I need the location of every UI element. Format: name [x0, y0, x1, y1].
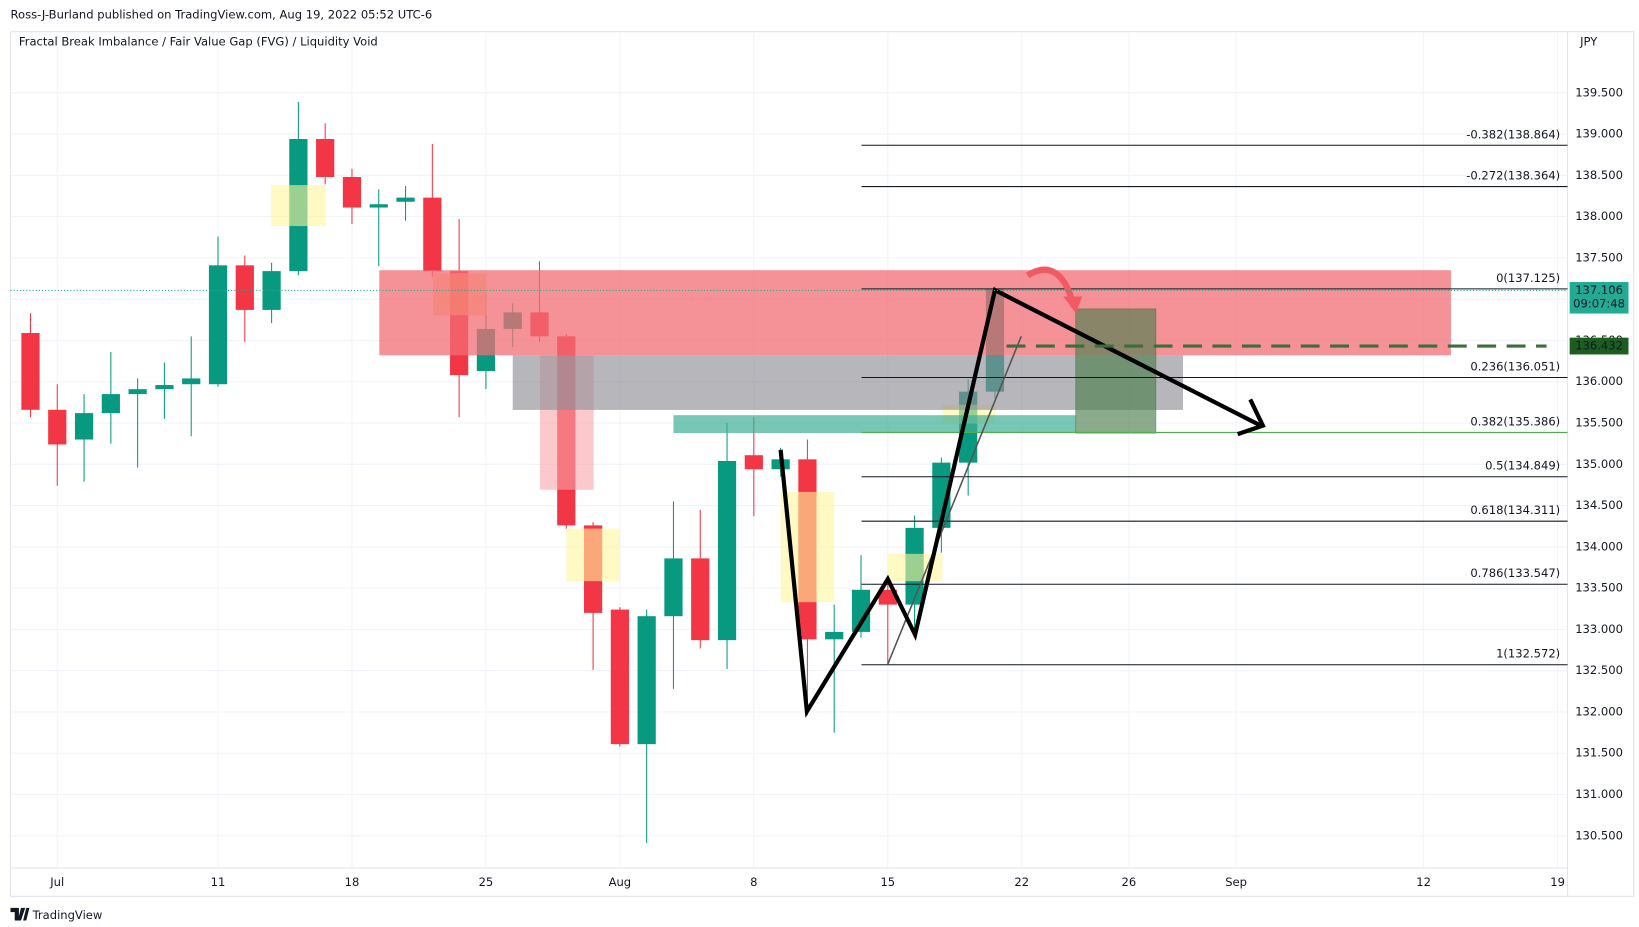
candle-body: [664, 558, 683, 617]
candle-body: [262, 271, 281, 310]
candle-body: [825, 631, 844, 640]
last-price-tag: [1569, 282, 1629, 314]
x-tick-label: 26: [1122, 875, 1137, 889]
fib-label: 0.5(134.849): [1485, 459, 1560, 473]
trend-line: [887, 336, 1022, 665]
candle-body: [610, 609, 629, 745]
candle-body: [208, 265, 228, 385]
candle-body: [316, 139, 335, 177]
x-tick-label: 8: [750, 875, 757, 889]
fib-label: -0.382(138.864): [1466, 127, 1560, 141]
logo-text: TradingView: [32, 908, 103, 922]
y-tick-label: 134.500: [1575, 498, 1623, 512]
candle-body: [182, 378, 201, 385]
candle-body: [74, 413, 94, 440]
drawings: [778, 266, 1266, 718]
y-tick-label: 139.000: [1575, 127, 1623, 141]
candle-body: [744, 455, 763, 470]
publish-info: Ross-J-Burland published on TradingView.…: [11, 7, 433, 21]
candle-body: [128, 389, 147, 395]
candle-body: [101, 394, 120, 414]
imbalance-zone: [512, 355, 1184, 410]
candle-body: [369, 204, 388, 208]
y-tick-label: 133.000: [1575, 622, 1623, 636]
candle-body: [717, 460, 737, 641]
x-tick-label: 25: [479, 875, 494, 889]
candle-body: [691, 558, 710, 641]
candle-body: [235, 265, 254, 310]
y-tick-label: 138.000: [1575, 209, 1623, 223]
fvg-zone: [673, 415, 1076, 434]
y-tick-label: 132.500: [1575, 663, 1623, 677]
target-price-label: 136.432: [1575, 339, 1623, 353]
candle-body: [878, 589, 897, 605]
y-tick-label: 135.500: [1575, 416, 1623, 430]
target-price-tag: [1569, 337, 1629, 355]
candle-body: [396, 197, 415, 202]
y-tick-label: 133.500: [1575, 581, 1623, 595]
x-tick-label: 15: [880, 875, 895, 889]
arrow-head: [1236, 398, 1266, 437]
candle-body: [342, 176, 362, 208]
zones: [271, 185, 1451, 603]
x-tick-label: Jul: [49, 875, 64, 889]
x-tick-label: Sep: [1225, 875, 1247, 889]
fib-label: 0.236(136.051): [1470, 360, 1560, 374]
zigzag-path: [778, 287, 1262, 718]
fib-label: 0.786(133.547): [1470, 566, 1560, 580]
fib-label: 0(137.125): [1496, 271, 1560, 285]
fvg-zone: [271, 185, 326, 227]
candle-body: [48, 409, 67, 445]
candle-body: [155, 385, 174, 390]
fib-label: 0.382(135.386): [1470, 414, 1560, 428]
fib-retracement: -0.382(138.864) -0.272(138.364) 0(137.125)…: [861, 127, 1568, 666]
candle-body: [21, 333, 40, 410]
y-tick-label: 136.000: [1575, 374, 1623, 388]
fib-label: 1(132.572): [1496, 647, 1560, 661]
x-tick-label: 19: [1550, 875, 1565, 889]
fib-label: -0.272(138.364): [1466, 169, 1560, 183]
x-tick-label: 11: [211, 875, 226, 889]
x-tick-label: 12: [1416, 875, 1431, 889]
fvg-zone: [566, 528, 620, 582]
x-tick-label: Aug: [609, 875, 632, 889]
y-tick-label: 131.000: [1575, 787, 1623, 801]
y-tick-label: 134.000: [1575, 539, 1623, 553]
y-tick-label: 131.500: [1575, 746, 1623, 760]
y-tick-label: 130.500: [1575, 828, 1623, 842]
y-tick-label: 132.000: [1575, 704, 1623, 718]
candle-body: [637, 616, 656, 745]
projection-box: [1075, 308, 1157, 434]
candle-body: [932, 462, 951, 528]
y-tick-label: 135.000: [1575, 457, 1623, 471]
currency-label: JPY: [1579, 35, 1598, 49]
logo: TradingView: [10, 907, 103, 922]
y-tick-label: 139.500: [1575, 85, 1623, 99]
last-price-label: 137.106: [1575, 283, 1623, 297]
x-tick-label: 22: [1014, 875, 1029, 889]
logo-mark: [10, 907, 30, 921]
axes: 130.500 131.000 131.500 132.000 132.500 133.0…: [10, 85, 1629, 889]
y-tick-label: 138.500: [1575, 168, 1623, 182]
candle-body: [851, 589, 871, 632]
fib-label: 0.618(134.311): [1470, 503, 1560, 517]
y-tick-label: 137.500: [1575, 250, 1623, 264]
chart-title: Fractal Break Imbalance / Fair Value Gap…: [19, 35, 378, 49]
x-tick-label: 18: [345, 875, 360, 889]
countdown-label: 09:07:48: [1573, 297, 1625, 311]
candle-body: [423, 197, 442, 272]
supply-zone: [379, 270, 1451, 356]
